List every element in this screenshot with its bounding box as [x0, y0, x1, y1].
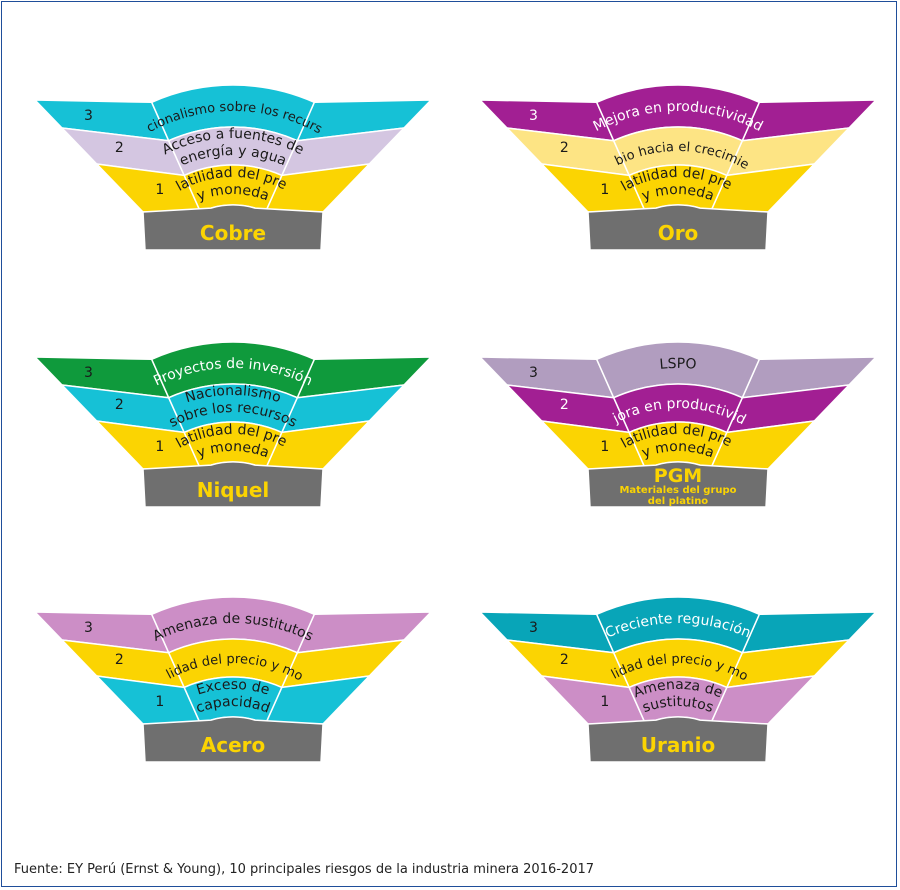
metal-name: Acero [201, 733, 266, 757]
risk-band-3: 3Nacionalismo sobre los recursos [0, 0, 433, 142]
metal-base [587, 204, 769, 251]
metal-name: PGM [654, 465, 702, 487]
metal-base [142, 461, 324, 508]
risk-rank: 2 [115, 652, 124, 668]
risk-rank: 3 [84, 108, 93, 124]
risk-rank: 1 [600, 439, 609, 455]
metal-base [142, 716, 324, 763]
metal-name: Oro [658, 221, 699, 245]
risk-label: Nacionalismo [183, 383, 282, 406]
risk-rank: 1 [155, 694, 164, 710]
metal-base [587, 716, 769, 763]
panel-cobre: 3Nacionalismo sobre los recursos2Acceso … [0, 0, 433, 251]
risk-label: LSPO [659, 356, 697, 373]
risk-band-3: 3 Proyectos de inversión [33, 341, 433, 399]
risk-rank: 1 [600, 182, 609, 198]
risk-rank: 2 [560, 397, 569, 413]
metal-name: Uranio [641, 733, 715, 757]
risk-rank: 3 [84, 365, 93, 381]
risk-rank: 2 [560, 140, 569, 156]
source-note: Fuente: EY Perú (Ernst & Young), 10 prin… [14, 862, 595, 877]
metal-name: Niquel [197, 478, 270, 502]
risk-rank: 3 [529, 108, 538, 124]
risk-rank: 3 [84, 620, 93, 636]
risk-rank: 2 [560, 652, 569, 668]
risk-rank: 1 [155, 439, 164, 455]
risk-label: Nacionalismo sobre los recursos [0, 0, 325, 137]
risk-rank: 2 [115, 140, 124, 156]
metal-base [142, 204, 324, 251]
metal-name: Cobre [200, 221, 266, 245]
metal-base [587, 461, 769, 508]
risk-band-3: 3 LSPO [478, 341, 878, 399]
risk-rank: 1 [155, 182, 164, 198]
metal-subtitle: del platino [648, 496, 709, 507]
risk-rank: 3 [529, 365, 538, 381]
metal-subtitle: Materiales del grupo [619, 485, 736, 496]
risk-band-3: 3 Amenaza de sustitutos [33, 596, 433, 654]
risk-rank: 1 [600, 694, 609, 710]
risk-band-3: 3 Creciente regulación [478, 596, 878, 654]
risk-label: sustitutos [640, 694, 715, 716]
risk-label: capacidad [194, 694, 272, 717]
risk-rank: 2 [115, 397, 124, 413]
risk-rank: 3 [529, 620, 538, 636]
